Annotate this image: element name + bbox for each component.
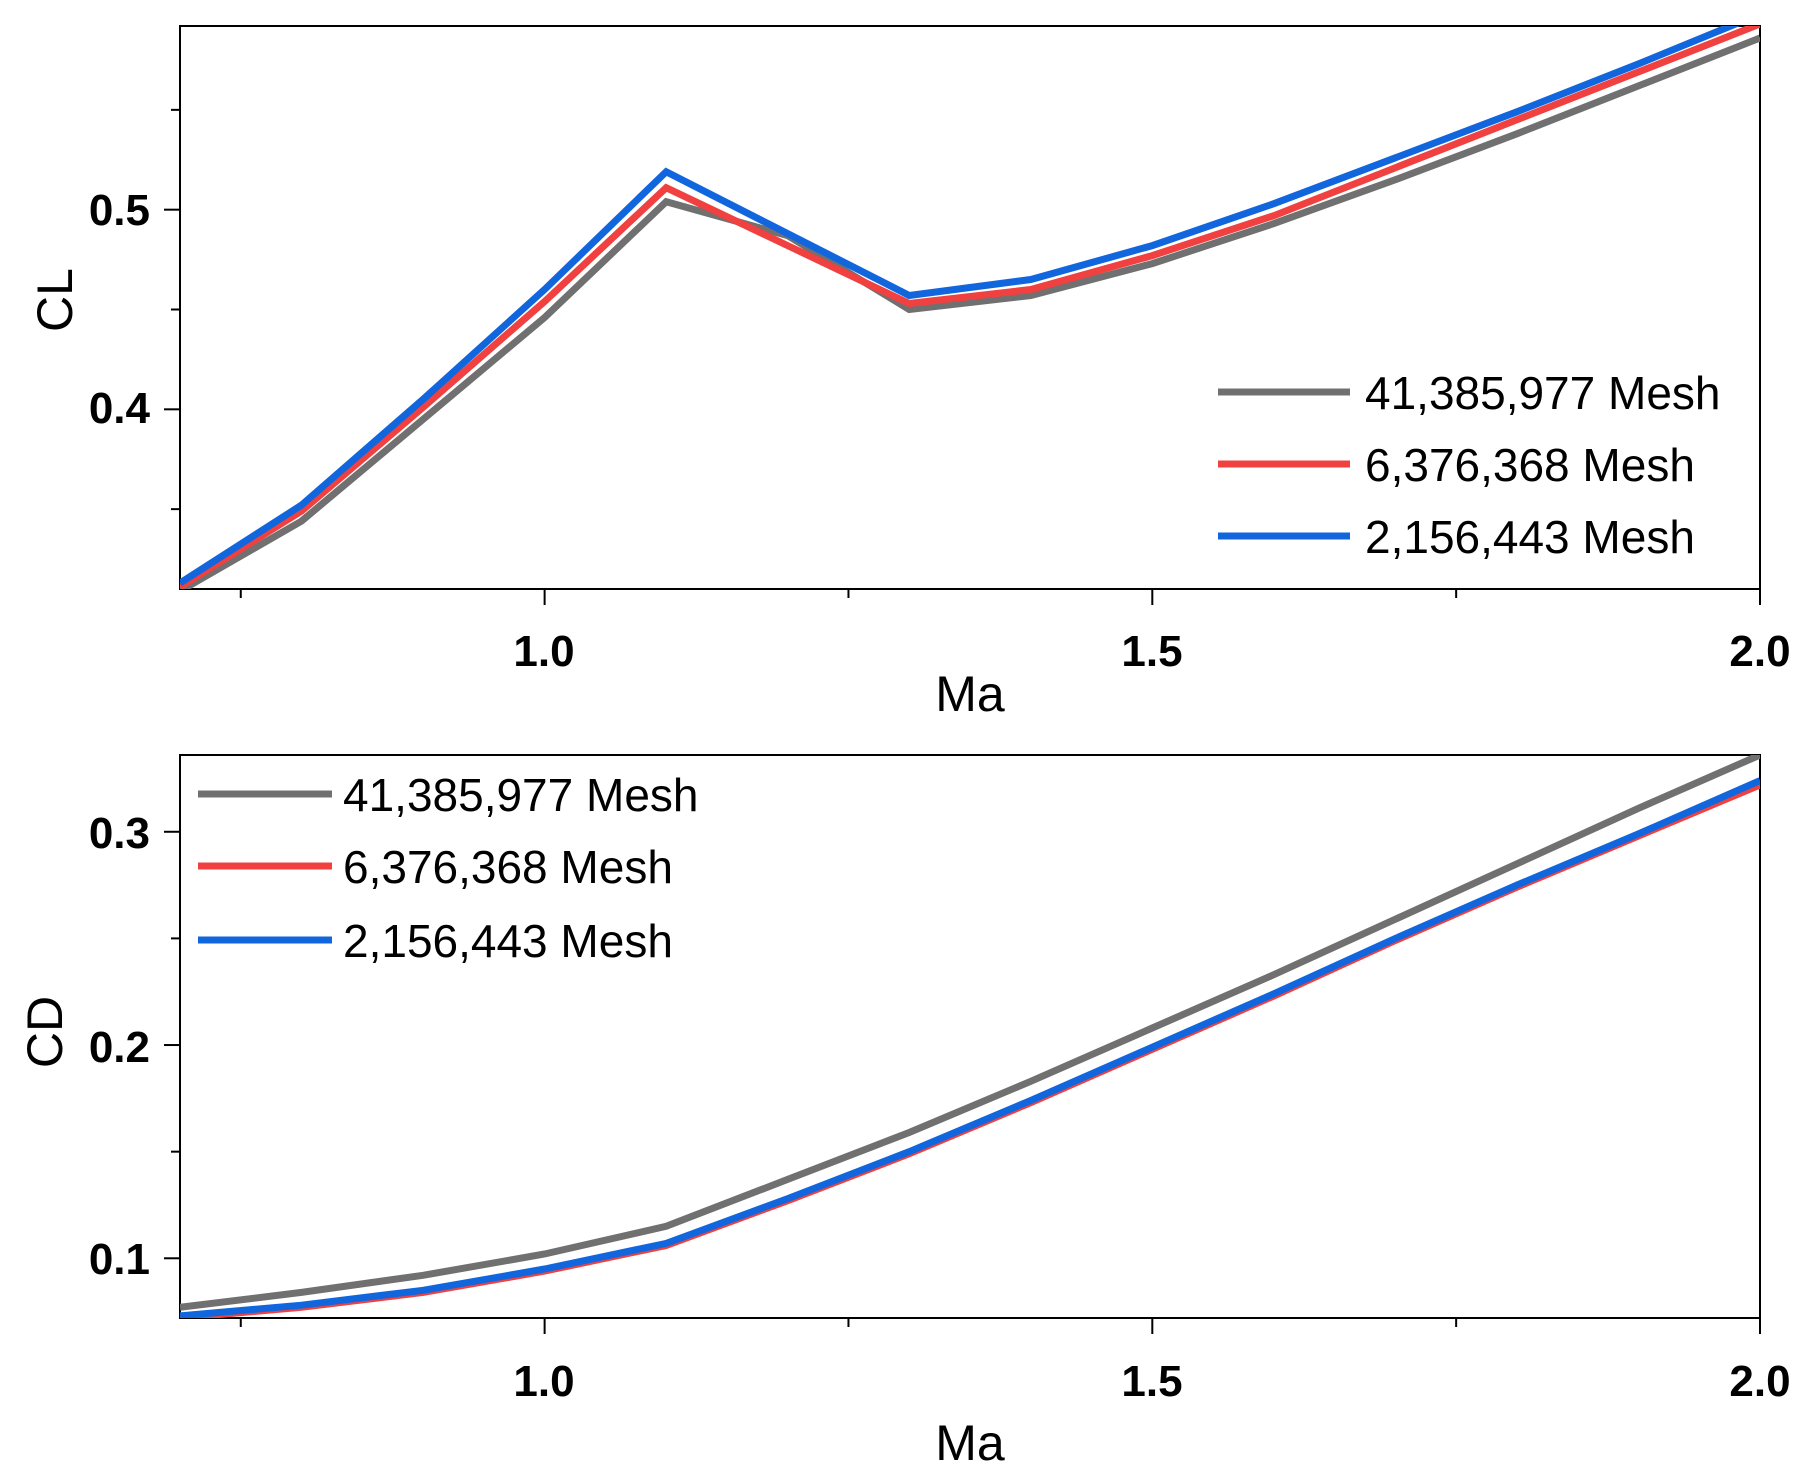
cd-legend-label: 41,385,977 Mesh: [343, 769, 699, 821]
cd-y-tick-label: 0.1: [89, 1235, 150, 1284]
cd-legend: 41,385,977 Mesh 6,376,368 Mesh 2,156,443…: [198, 769, 699, 967]
cl-legend-item: 6,376,368 Mesh: [1218, 439, 1695, 491]
cl-x-axis-title: Ma: [935, 666, 1005, 722]
cl-y-axis-title: CL: [27, 268, 83, 332]
cl-y-tick-label: 0.4: [89, 384, 151, 433]
cd-legend-label: 2,156,443 Mesh: [343, 915, 673, 967]
cl-legend: 41,385,977 Mesh 6,376,368 Mesh 2,156,443…: [1218, 367, 1721, 563]
cl-x-tick-label: 1.0: [513, 627, 574, 676]
cd-x-axis-title: Ma: [935, 1415, 1005, 1471]
cd-y-tick-label: 0.3: [89, 809, 150, 858]
cd-y-axis-title: CD: [17, 996, 73, 1068]
cd-legend-label: 6,376,368 Mesh: [343, 841, 673, 893]
cd-legend-item: 6,376,368 Mesh: [198, 841, 673, 893]
cl-axis-ticks: [164, 108, 1761, 605]
cl-legend-label: 2,156,443 Mesh: [1365, 511, 1695, 563]
cd-x-tick-label: 1.0: [513, 1357, 574, 1406]
cl-x-tick-label: 2.0: [1729, 627, 1790, 676]
cl-x-tick-label: 1.5: [1121, 627, 1182, 676]
cd-x-tick-label: 2.0: [1729, 1357, 1790, 1406]
cl-legend-label: 6,376,368 Mesh: [1365, 439, 1695, 491]
cl-plot-frame: [179, 25, 1761, 590]
cd-plot-frame: [179, 754, 1761, 1319]
cl-legend-item: 41,385,977 Mesh: [1218, 367, 1721, 419]
cd-legend-item: 41,385,977 Mesh: [198, 769, 699, 821]
cl-y-tick-label: 0.5: [89, 186, 150, 235]
cl-legend-label: 41,385,977 Mesh: [1365, 367, 1721, 419]
cd-legend-item: 2,156,443 Mesh: [198, 915, 673, 967]
cd-series-layer: [180, 755, 1760, 1318]
cl-series-line-2: [180, 26, 1760, 589]
cd-series-line-1: [180, 755, 1760, 1311]
cd-chart-panel: 1.0 1.5 2.0 0.1 0.2 0.3 Ma CD 41,385,977…: [17, 754, 1791, 1471]
cl-legend-item: 2,156,443 Mesh: [1218, 511, 1695, 563]
cd-series-line-3: [180, 777, 1760, 1318]
cl-series-line-1: [180, 34, 1760, 589]
cl-series-layer: [180, 26, 1760, 589]
cl-series-line-3: [180, 26, 1740, 586]
cd-axis-ticks: [164, 830, 1761, 1334]
cd-y-tick-label: 0.2: [89, 1023, 150, 1072]
cl-chart-panel: 1.0 1.5 2.0 0.4 0.5 Ma CL 41,385,977 Mes…: [27, 25, 1791, 722]
cd-x-tick-label: 1.5: [1121, 1357, 1182, 1406]
